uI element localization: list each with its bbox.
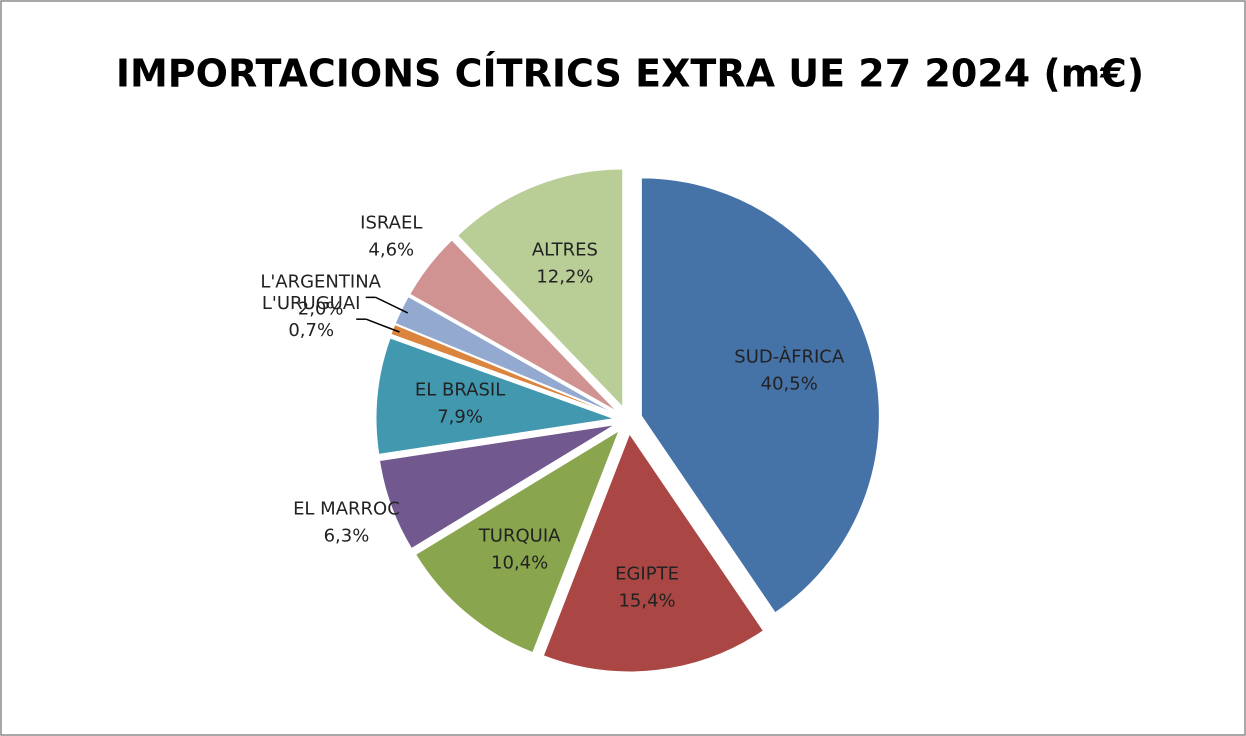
value-label: 7,9% xyxy=(437,407,483,428)
chart-title: IMPORTACIONS CÍTRICS EXTRA UE 27 2024 (m… xyxy=(116,52,1144,96)
value-label: 15,4% xyxy=(618,591,675,612)
pie-slice xyxy=(375,337,615,455)
slice-label: L'URUGUAI xyxy=(262,293,361,314)
slice-label: SUD-ÀFRICA xyxy=(734,345,845,367)
slice-label: EL MARROC xyxy=(293,498,400,519)
pie-slice xyxy=(542,432,765,673)
pie-slice xyxy=(640,177,880,614)
slice-label: ISRAEL xyxy=(360,212,422,233)
slice-label: TURQUIA xyxy=(478,525,561,546)
pie-slice xyxy=(415,429,621,654)
value-label: 0,7% xyxy=(288,320,334,341)
value-label: 10,4% xyxy=(491,552,548,573)
value-label: 2,0% xyxy=(298,298,344,319)
value-label: 12,2% xyxy=(536,267,593,288)
slice-label: EL BRASIL xyxy=(415,380,505,401)
pie-slice xyxy=(456,168,624,409)
value-label: 40,5% xyxy=(761,373,818,394)
pie-slice xyxy=(378,424,616,550)
leader-line xyxy=(365,318,400,333)
slice-label: EGIPTE xyxy=(615,564,679,585)
pie-slice xyxy=(409,239,618,412)
leader-line xyxy=(375,296,409,314)
value-label: 4,6% xyxy=(368,239,414,260)
slice-label: L'ARGENTINA xyxy=(260,271,381,292)
slice-label: ALTRES xyxy=(532,240,598,261)
value-label: 6,3% xyxy=(324,525,370,546)
